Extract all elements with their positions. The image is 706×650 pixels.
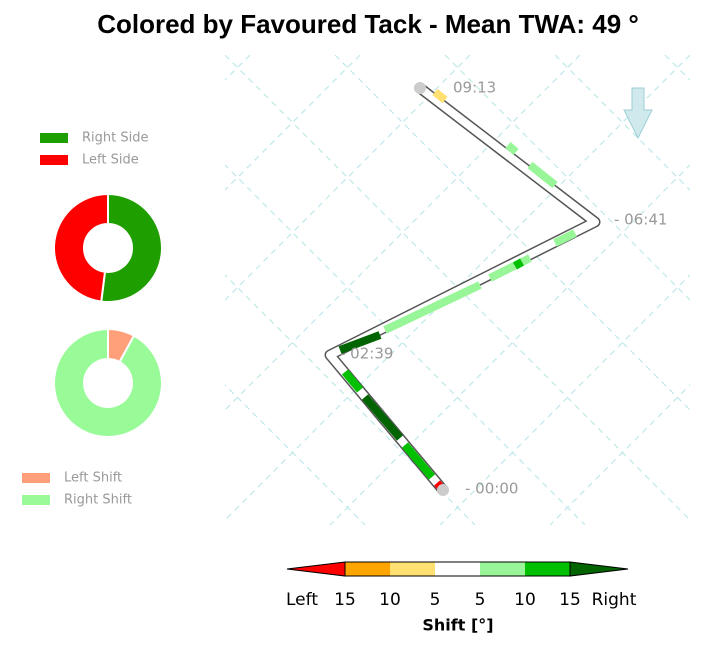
grid-line: [225, 55, 581, 411]
wind-arrow: [623, 87, 653, 140]
donut-slice: [53, 192, 109, 303]
colorbar-tick-label: 5: [430, 590, 441, 610]
grid-line: [334, 55, 690, 411]
colorbar-tick-label: 15: [559, 590, 581, 610]
colorbar-end-label: Left: [286, 590, 318, 610]
colorbar-cell: [435, 562, 480, 576]
segment: [361, 394, 404, 441]
legend-swatch: [22, 473, 50, 483]
title: Colored by Favoured Tack - Mean TWA: 49 …: [97, 9, 639, 39]
segment: [513, 258, 524, 270]
colorbar-end: [286, 561, 346, 577]
grid-line: [329, 164, 690, 525]
segment: [432, 88, 448, 104]
colorbar: 15 10 5 5 10 15 Left Right: [286, 561, 637, 610]
legend-label: Right Side: [82, 131, 148, 146]
grid-line: [225, 55, 361, 191]
colorbar-cell: [525, 562, 570, 576]
colorbar-cell: [480, 562, 525, 576]
colorbar-label: Shift [°]: [422, 616, 493, 635]
legend-swatch: [22, 495, 50, 505]
grid-line: [225, 274, 476, 525]
colorbar-frame: [344, 561, 571, 577]
grid-line: [444, 55, 690, 301]
grid-line: [664, 55, 690, 81]
colorbar-tick-label: 10: [379, 590, 401, 610]
track: [324, 82, 601, 496]
segment: [505, 141, 519, 156]
legend-label: Right Shift: [64, 493, 132, 508]
legend-swatch: [40, 155, 68, 165]
time-label: 09:13: [453, 79, 496, 97]
grid-line: [225, 384, 366, 525]
donut-slice: [100, 192, 163, 303]
grid-line: [439, 274, 690, 525]
time-label: - 06:41: [614, 211, 667, 229]
colorbar-cell: [390, 562, 435, 576]
segment: [488, 254, 532, 282]
legend-label: Left Shift: [64, 471, 122, 486]
segment: [338, 331, 382, 354]
track-end: [437, 484, 449, 496]
time-label: - 00:00: [465, 480, 518, 498]
segment: [527, 161, 558, 189]
grid-line: [549, 384, 690, 525]
colorbar-end-label: Right: [592, 590, 637, 610]
segment: [553, 229, 577, 247]
colorbar-tick-label: 15: [334, 590, 356, 610]
grid-line: [554, 55, 690, 191]
time-labels: 09:13 - 06:41 - 02:39 - 00:00: [340, 79, 667, 498]
donut-slice: [53, 327, 163, 438]
colorbar-cell: [345, 562, 390, 576]
segment: [341, 369, 364, 393]
time-label: - 02:39: [340, 345, 393, 363]
segment: [401, 442, 436, 480]
legend-label: Left Side: [82, 153, 139, 168]
grid-line: [225, 164, 586, 525]
grid-line: [225, 55, 471, 301]
colorbar-end: [569, 561, 629, 577]
colorbar-tick-label: 10: [514, 590, 536, 610]
segment: [383, 281, 482, 334]
track-end: [414, 82, 426, 94]
colorbar-tick-label: 5: [475, 590, 486, 610]
legend-swatch: [40, 133, 68, 143]
